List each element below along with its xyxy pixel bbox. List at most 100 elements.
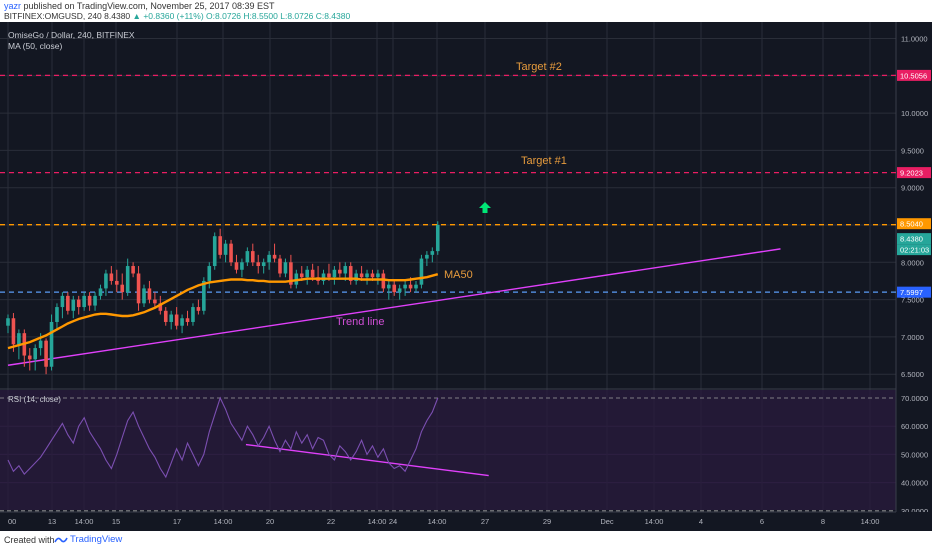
candle-body bbox=[191, 307, 195, 322]
candle-body bbox=[365, 273, 369, 278]
candle-body bbox=[256, 262, 261, 267]
candle-body bbox=[196, 307, 201, 311]
candle-body bbox=[163, 310, 168, 322]
created-with-text: Created with bbox=[4, 535, 55, 545]
tradingview-logo-icon bbox=[54, 537, 68, 543]
candle-body bbox=[387, 284, 391, 289]
price-tick-label: 7.5000 bbox=[901, 296, 924, 305]
candle-body bbox=[261, 262, 266, 267]
candle-body bbox=[202, 280, 206, 311]
time-tick-label: 13 bbox=[48, 517, 56, 526]
symbol-info: BITFINEX:OMGUSD, 240 8.4380 ▲ +0.8360 (+… bbox=[4, 11, 350, 21]
candle-body bbox=[229, 243, 233, 263]
target1-price-badge-bg bbox=[897, 167, 931, 179]
candle-body bbox=[33, 348, 37, 360]
candle-body bbox=[60, 295, 65, 308]
publish-header: yazr published on TradingView.com, Novem… bbox=[0, 0, 932, 22]
price-tick-label: 6.5000 bbox=[901, 370, 924, 379]
candle-body bbox=[425, 254, 429, 259]
target2-label: Target #2 bbox=[516, 61, 562, 73]
candle-body bbox=[71, 299, 76, 311]
time-tick-label: 17 bbox=[173, 517, 181, 526]
time-tick-label: 29 bbox=[543, 517, 551, 526]
change-up-icon: ▲ bbox=[132, 11, 141, 21]
candle-body bbox=[343, 266, 348, 274]
time-axis-bg bbox=[0, 512, 932, 531]
price-tick-label: 9.0000 bbox=[901, 184, 924, 193]
time-tick-label: 14:00 bbox=[861, 517, 880, 526]
time-axis: 00 13 14:00 15 17 14:00 20 22 14:00 24 14:00 27 29 De… bbox=[0, 511, 932, 531]
time-tick-label: 20 bbox=[266, 517, 274, 526]
candle-body bbox=[180, 318, 184, 326]
rsi-indicator bbox=[0, 396, 896, 512]
candle-body bbox=[55, 307, 59, 322]
candle-body bbox=[310, 269, 315, 278]
candle-body bbox=[299, 273, 304, 278]
target2-price-badge: 10.5056 bbox=[900, 71, 927, 80]
candle-body bbox=[218, 236, 222, 255]
symbol-label: BITFINEX:OMGUSD, 240 bbox=[4, 11, 102, 21]
trend-line-label: Trend line bbox=[336, 316, 385, 328]
candle-body bbox=[158, 303, 163, 311]
candle-body bbox=[267, 254, 271, 263]
time-tick-label: Dec bbox=[600, 517, 614, 526]
candle-body bbox=[240, 262, 244, 270]
rsi-tick-label: 50.0000 bbox=[901, 450, 928, 459]
candle-body bbox=[354, 273, 358, 281]
candle-body bbox=[44, 340, 48, 367]
time-tick-label: 6 bbox=[760, 517, 764, 526]
candle-body bbox=[435, 225, 440, 252]
candle-body bbox=[278, 258, 282, 274]
price-tick-label: 8.0000 bbox=[901, 258, 924, 267]
candle-body bbox=[419, 258, 424, 285]
candle-body bbox=[397, 288, 402, 293]
candle-body bbox=[272, 254, 277, 259]
candle-body bbox=[348, 266, 353, 281]
price-axis: 11.000010.500010.00009.50009.00008.50008… bbox=[897, 35, 931, 379]
time-tick-label: 14:00 bbox=[214, 517, 233, 526]
rsi-axis: 70.0000 60.0000 50.0000 40.0000 30.0000 bbox=[901, 394, 928, 516]
candle-body bbox=[98, 288, 103, 296]
time-tick-label: 00 bbox=[8, 517, 16, 526]
price-tick-label: 10.0000 bbox=[901, 109, 928, 118]
candle-body bbox=[430, 251, 435, 255]
tradingview-brand[interactable]: TradingView bbox=[70, 534, 123, 545]
candle-body bbox=[147, 288, 152, 300]
chart-canvas[interactable]: 11.000010.500010.00009.50009.00008.50008… bbox=[0, 22, 932, 531]
time-tick-label: 14:00 bbox=[75, 517, 94, 526]
candle-body bbox=[332, 269, 337, 278]
price-tick-label: 7.0000 bbox=[901, 333, 924, 342]
support-price-badge-bg bbox=[897, 286, 931, 298]
candle-body bbox=[169, 314, 173, 322]
footer: Created with TradingView bbox=[0, 531, 932, 550]
candle-body bbox=[338, 269, 342, 274]
candle-body bbox=[115, 280, 119, 285]
candle-body bbox=[174, 314, 179, 326]
candle-body bbox=[87, 295, 92, 306]
candle-body bbox=[6, 318, 10, 326]
last-price: 8.4380 bbox=[104, 11, 131, 21]
rsi-trend-line bbox=[245, 443, 489, 477]
target2-price-badge-bg bbox=[897, 69, 931, 81]
publish-info: yazr published on TradingView.com, Novem… bbox=[4, 1, 275, 11]
candle-body bbox=[251, 251, 255, 263]
legend-ma: MA (50, close) bbox=[8, 41, 62, 51]
trend-lines bbox=[7, 248, 781, 477]
candle-body bbox=[27, 355, 32, 360]
candle-body bbox=[283, 262, 288, 274]
time-tick-label: 24 bbox=[389, 517, 397, 526]
candle-body bbox=[207, 266, 212, 281]
price-change: +0.8360 (+11%) bbox=[143, 11, 204, 21]
candle-body bbox=[305, 269, 309, 278]
time-tick-label: 14:00 bbox=[428, 517, 447, 526]
rsi-tick-label: 30.0000 bbox=[901, 507, 928, 516]
rsi-line bbox=[7, 396, 439, 479]
candle-body bbox=[136, 273, 141, 304]
ma50-line bbox=[7, 273, 439, 350]
price-trend-line bbox=[7, 248, 781, 366]
candle-body bbox=[392, 284, 397, 293]
candle-body bbox=[327, 273, 331, 278]
candle-body bbox=[370, 273, 375, 278]
candle-body bbox=[376, 273, 380, 278]
author-link[interactable]: yazr bbox=[4, 1, 22, 11]
